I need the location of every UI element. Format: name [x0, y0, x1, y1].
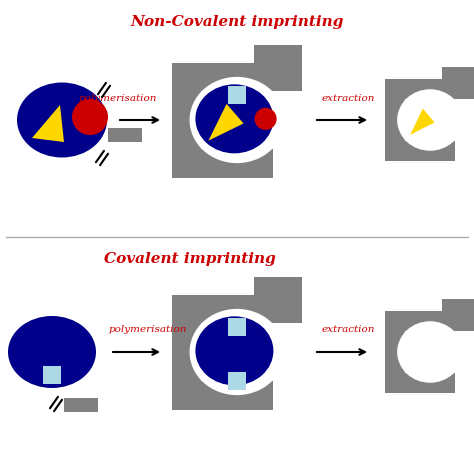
- Ellipse shape: [195, 316, 273, 385]
- Bar: [385, 79, 474, 99]
- Ellipse shape: [190, 77, 284, 163]
- Bar: [172, 294, 201, 410]
- Ellipse shape: [8, 316, 96, 388]
- Polygon shape: [209, 104, 244, 141]
- Bar: [442, 299, 474, 331]
- Bar: [385, 311, 405, 393]
- Bar: [385, 141, 455, 161]
- Bar: [254, 46, 302, 91]
- Bar: [385, 373, 455, 393]
- Bar: [228, 318, 246, 336]
- Circle shape: [72, 99, 108, 135]
- Circle shape: [255, 108, 277, 130]
- Bar: [172, 63, 302, 91]
- Bar: [442, 67, 474, 99]
- Polygon shape: [32, 105, 64, 142]
- Bar: [228, 86, 246, 104]
- Bar: [385, 79, 405, 161]
- Text: polymerisation: polymerisation: [109, 326, 187, 335]
- Polygon shape: [410, 109, 435, 135]
- Text: polymerisation: polymerisation: [79, 93, 157, 102]
- Ellipse shape: [17, 82, 107, 157]
- Bar: [228, 372, 246, 390]
- Bar: [385, 311, 474, 331]
- Text: extraction: extraction: [321, 93, 374, 102]
- Ellipse shape: [397, 89, 463, 151]
- Bar: [172, 149, 273, 177]
- Bar: [43, 366, 61, 384]
- Bar: [172, 294, 302, 323]
- Text: Non-Covalent imprinting: Non-Covalent imprinting: [130, 15, 344, 29]
- Ellipse shape: [195, 84, 273, 154]
- Ellipse shape: [397, 321, 463, 383]
- Bar: [64, 398, 98, 412]
- Bar: [108, 128, 142, 142]
- Text: extraction: extraction: [321, 326, 374, 335]
- Bar: [172, 63, 201, 177]
- Bar: [254, 277, 302, 323]
- Bar: [172, 381, 273, 410]
- Ellipse shape: [190, 309, 284, 395]
- Text: Covalent imprinting: Covalent imprinting: [104, 252, 276, 266]
